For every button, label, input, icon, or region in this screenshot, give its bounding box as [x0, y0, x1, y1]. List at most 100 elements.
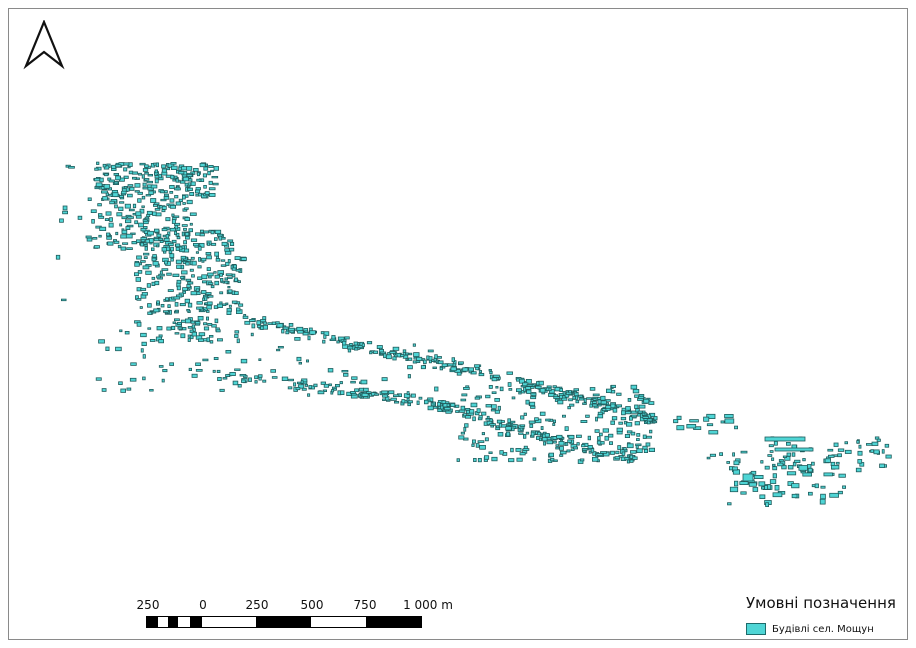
building-footprint	[458, 435, 465, 440]
building-footprint	[205, 251, 212, 256]
building-footprint	[154, 280, 160, 286]
building-footprint	[599, 432, 603, 437]
building-footprint	[485, 404, 492, 408]
building-footprint	[621, 410, 626, 416]
building-footprint	[608, 433, 614, 438]
building-footprint	[881, 449, 885, 454]
building-footprint	[771, 457, 775, 461]
building-footprint	[182, 287, 188, 292]
building-footprint	[249, 318, 256, 322]
building-footprint	[523, 386, 527, 392]
building-footprint	[525, 399, 530, 405]
building-footprint	[145, 270, 152, 275]
building-footprint	[175, 178, 179, 183]
building-footprint	[455, 410, 460, 413]
building-footprint	[491, 391, 497, 394]
building-footprint	[617, 445, 622, 450]
building-footprint	[530, 405, 536, 409]
building-footprint	[522, 448, 530, 451]
building-footprint	[192, 242, 199, 247]
building-footprint	[719, 452, 723, 456]
building-footprint	[258, 358, 262, 361]
building-footprint	[562, 414, 566, 418]
building-footprint	[586, 397, 592, 400]
building-footprint	[407, 357, 413, 361]
building-footprint	[169, 227, 176, 232]
building-footprint	[437, 405, 442, 409]
building-footprint	[787, 465, 794, 470]
building-footprint	[156, 233, 162, 238]
building-footprint	[596, 440, 602, 445]
building-footprint	[601, 408, 607, 412]
building-footprint	[214, 280, 220, 286]
building-footprint	[158, 334, 163, 338]
building-footprint	[109, 217, 113, 222]
building-footprint	[844, 449, 852, 454]
building-footprint	[224, 250, 232, 255]
building-footprint	[301, 387, 307, 391]
building-footprint	[837, 448, 845, 452]
building-footprint	[573, 446, 578, 450]
building-footprint	[156, 300, 160, 305]
building-footprint	[458, 409, 466, 413]
building-footprint	[94, 167, 99, 171]
building-footprint	[733, 460, 740, 466]
building-footprint	[92, 236, 98, 240]
building-footprint	[437, 360, 444, 365]
building-footprint	[197, 315, 204, 321]
building-footprint	[353, 341, 358, 346]
building-footprint	[188, 178, 193, 182]
building-footprint	[166, 272, 172, 276]
building-footprint	[227, 276, 233, 279]
building-footprint	[158, 339, 164, 344]
building-footprint	[178, 246, 183, 251]
building-footprint	[595, 416, 598, 422]
building-footprint	[320, 381, 327, 385]
building-footprint	[602, 428, 609, 433]
building-footprint	[182, 327, 187, 331]
building-footprint	[128, 170, 134, 175]
building-footprint	[174, 224, 179, 230]
building-footprint	[120, 234, 127, 239]
building-footprint	[354, 388, 359, 393]
building-footprint	[342, 340, 347, 346]
building-footprint	[98, 213, 103, 217]
building-footprint	[106, 232, 111, 237]
building-footprint	[630, 431, 636, 436]
building-footprint	[181, 195, 186, 200]
building-footprint	[125, 219, 132, 224]
building-footprint	[189, 334, 194, 340]
building-footprint	[412, 343, 416, 347]
building-footprint	[732, 452, 735, 457]
building-footprint	[196, 306, 203, 310]
building-footprint	[552, 423, 556, 426]
building-footprint	[322, 339, 326, 344]
building-footprint	[196, 178, 202, 182]
building-footprint	[233, 291, 239, 296]
building-footprint	[548, 389, 555, 394]
building-footprint	[145, 239, 150, 244]
building-footprint	[642, 445, 648, 450]
building-footprint	[208, 180, 213, 185]
building-footprint	[176, 264, 182, 269]
building-footprint	[808, 491, 813, 496]
building-footprint	[786, 452, 792, 457]
building-footprint	[807, 464, 812, 469]
building-footprint	[544, 432, 550, 438]
building-footprint	[179, 302, 186, 307]
building-footprint	[827, 448, 834, 452]
building-footprint	[231, 267, 237, 271]
building-footprint	[381, 390, 389, 394]
building-footprint	[201, 274, 208, 280]
building-footprint	[184, 232, 190, 237]
building-footprint	[873, 449, 880, 455]
building-footprint	[182, 202, 186, 205]
building-footprint	[555, 446, 560, 450]
building-footprint	[172, 178, 176, 182]
building-footprint	[174, 195, 179, 199]
building-footprint	[460, 405, 466, 411]
building-footprint	[519, 378, 525, 384]
building-footprint	[519, 452, 526, 456]
building-footprint	[585, 414, 590, 418]
